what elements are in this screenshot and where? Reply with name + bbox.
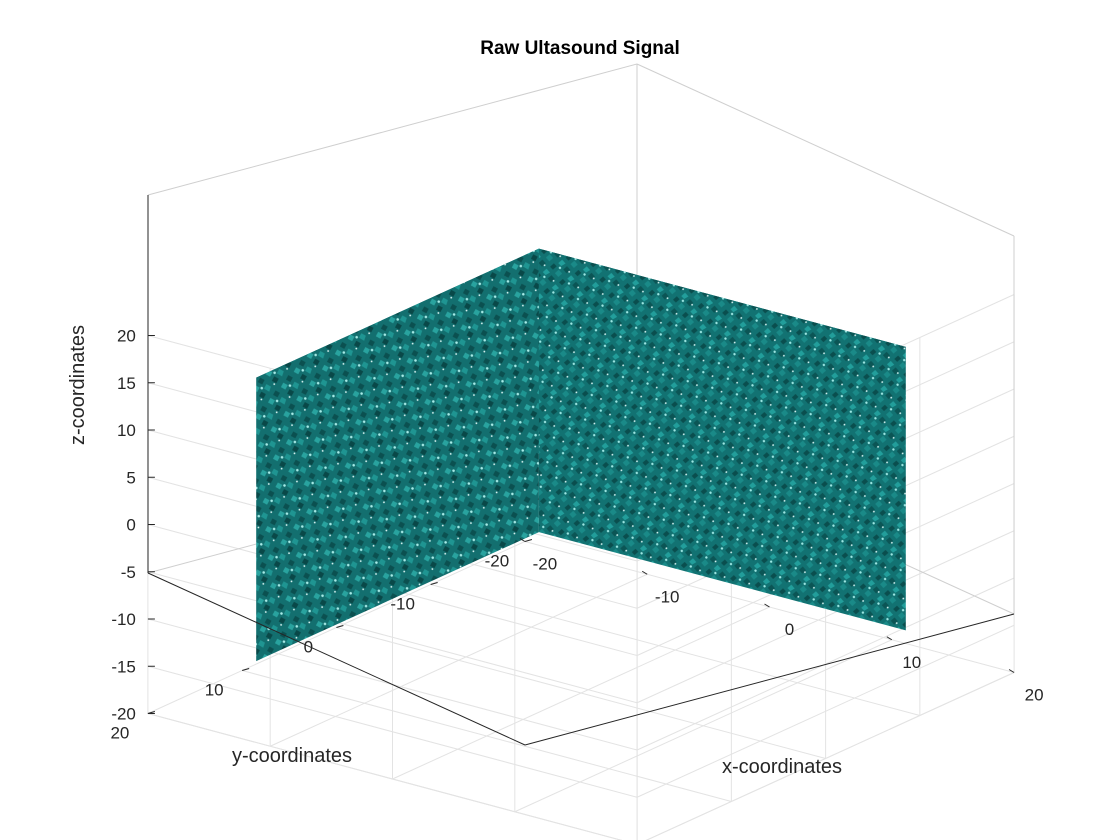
x-tick bbox=[1008, 669, 1015, 673]
y-tick-label: 20 bbox=[110, 724, 129, 743]
z-tick-label: -5 bbox=[121, 563, 136, 582]
z-tick-label: 20 bbox=[117, 327, 136, 346]
isosurface-volume bbox=[256, 248, 906, 662]
y-tick-label: 10 bbox=[205, 681, 224, 700]
grid-line bbox=[242, 670, 732, 802]
y-axis-line bbox=[147, 572, 526, 746]
y-tick-label: -10 bbox=[390, 595, 415, 614]
z-axis-label: z-coordinates bbox=[67, 325, 89, 445]
grid-line bbox=[636, 624, 1015, 798]
x-tick-label: -10 bbox=[655, 587, 680, 606]
x-tick-label: 0 bbox=[785, 620, 794, 639]
y-tick-label: 0 bbox=[304, 638, 313, 657]
z-tick-label: -20 bbox=[111, 705, 136, 724]
grid-line bbox=[645, 672, 1015, 840]
chart-title: Raw Ultasound Signal bbox=[480, 38, 680, 59]
y-axis-label: y-coordinates bbox=[232, 745, 352, 767]
z-tick-label: 10 bbox=[117, 421, 136, 440]
volume-right-face bbox=[538, 248, 906, 631]
grid-line bbox=[147, 665, 638, 798]
x-axis-line bbox=[524, 613, 1015, 746]
y-tick-label: -20 bbox=[485, 552, 510, 571]
x-tick-label: -20 bbox=[533, 555, 558, 574]
z-tick-label: -15 bbox=[111, 657, 136, 676]
volume-left-face bbox=[256, 248, 539, 662]
y-tick bbox=[242, 668, 250, 671]
x-tick bbox=[886, 636, 893, 641]
z-tick-label: 0 bbox=[126, 516, 135, 535]
y-tick bbox=[524, 539, 533, 542]
grid-line bbox=[636, 530, 1015, 704]
x-tick bbox=[519, 538, 526, 542]
z-tick-label: 15 bbox=[117, 374, 136, 393]
y-tick bbox=[430, 582, 438, 585]
grid-line bbox=[430, 584, 920, 716]
z-tick-label: 5 bbox=[126, 468, 135, 487]
x-tick-label: 10 bbox=[902, 653, 921, 672]
x-tick bbox=[641, 570, 648, 575]
axis-lines bbox=[147, 195, 1015, 746]
grid-line bbox=[147, 713, 623, 840]
grid-line bbox=[147, 571, 638, 704]
y-tick bbox=[336, 625, 344, 628]
grid-line bbox=[336, 627, 826, 759]
x-axis-label: x-coordinates bbox=[722, 756, 842, 778]
z-tick-label: -10 bbox=[111, 610, 136, 629]
x-tick bbox=[764, 603, 770, 608]
y-tick bbox=[147, 711, 156, 714]
axis-ticks: -20-15-10-505101520-20-1001020-20-100102… bbox=[110, 327, 1043, 743]
x-tick-label: 20 bbox=[1025, 686, 1044, 705]
